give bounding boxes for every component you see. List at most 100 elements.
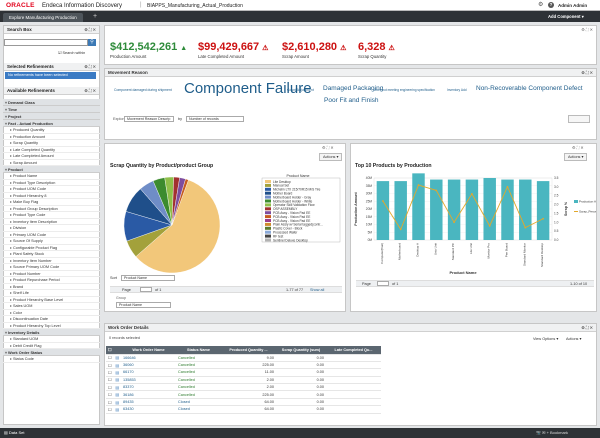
bookmark-controls[interactable]: 📷 ✉ + Bookmark: [536, 430, 569, 435]
tag-cloud-term[interactable]: Damaged Packaging: [323, 85, 384, 92]
table-row[interactable]: ☐ ▤ 83370 Cancelled 2.00 0.00: [106, 383, 381, 392]
line-point[interactable]: [435, 189, 438, 192]
refinement-item[interactable]: ▸ Source Of Supply: [3, 238, 100, 245]
metric-tile[interactable]: $412,542,261 ▲ Production Amount: [110, 41, 187, 59]
row-detail-icon[interactable]: ▤: [113, 354, 121, 362]
refinement-item[interactable]: ▸ Product Group Description: [3, 206, 100, 212]
refinement-item[interactable]: ▸ Product UOM Code: [3, 186, 100, 193]
refinement-item[interactable]: ▸ Product Name: [3, 173, 100, 180]
refinement-item[interactable]: ▸ Product Repurchase Period: [3, 277, 100, 284]
refinement-item[interactable]: ▸ Primary UOM Code: [3, 232, 100, 238]
table-row[interactable]: ☐ ▤ 36186 Cancelled 225.00 0.00: [106, 390, 381, 399]
tag-cloud-term[interactable]: Non-Recoverable Component Defect: [476, 85, 583, 92]
refinement-item[interactable]: ▸ Product Number: [3, 271, 100, 277]
refinement-item[interactable]: ▸ Production Amount: [3, 134, 100, 140]
line-point[interactable]: [524, 226, 527, 229]
sort-select[interactable]: Product Name: [121, 275, 175, 281]
metric-select[interactable]: Number of records: [186, 116, 244, 122]
refinement-item[interactable]: ▸ Division: [3, 225, 100, 232]
line-point[interactable]: [399, 228, 402, 231]
add-component-button[interactable]: Add Component ▾: [548, 14, 584, 19]
refinement-item[interactable]: ▸ Debit Credit Flag: [3, 343, 100, 349]
panel-controls[interactable]: ⚙⛶✕: [84, 88, 97, 93]
panel-controls[interactable]: ⚙⛶✕: [572, 145, 585, 150]
bar[interactable]: [376, 181, 390, 240]
row-checkbox[interactable]: ☐: [106, 354, 114, 362]
refinement-item[interactable]: ▸ Product Hierarchy Base Level: [3, 297, 100, 303]
show-all-link[interactable]: Show all: [310, 287, 325, 292]
search-within-checkbox[interactable]: ☑ Search within: [58, 51, 86, 55]
row-checkbox[interactable]: ☐: [106, 390, 114, 399]
refinement-item[interactable]: ▸ Scrap Amount: [3, 160, 100, 166]
gear-icon[interactable]: ⚙: [538, 2, 544, 8]
panel-controls[interactable]: ⚙⛶✕: [84, 64, 97, 69]
table-row[interactable]: ☐ ▤ 66170 Cancelled 11.00 0.00: [106, 368, 381, 377]
panel-controls[interactable]: ⚙⛶✕: [322, 145, 335, 150]
metric-tile[interactable]: $99,429,667 ⚠ Late Completed Amount: [198, 41, 268, 59]
pie-actions-menu[interactable]: Actions ▾: [319, 153, 343, 161]
table-row[interactable]: ☐ ▤ 166646 Cancelled 9.00 0.00: [106, 354, 381, 362]
row-detail-icon[interactable]: ▤: [113, 361, 121, 370]
refinement-item[interactable]: ▸ Sales UOM: [3, 303, 100, 310]
tab-explore-manufacturing[interactable]: Explore Manufacturing Production: [3, 13, 83, 22]
bar[interactable]: [483, 178, 496, 240]
bar[interactable]: [447, 179, 461, 240]
view-options-menu[interactable]: View Options ▾: [533, 337, 559, 341]
column-header[interactable]: Work Order Name: [121, 346, 176, 355]
bar[interactable]: [412, 173, 425, 240]
panel-controls[interactable]: ⚙⛶✕: [581, 70, 594, 75]
refinement-item[interactable]: ▸ Discontinuation Date: [3, 316, 100, 323]
refinement-item[interactable]: ▸ Produced Quantity: [3, 127, 100, 134]
row-checkbox[interactable]: ☐: [106, 361, 114, 370]
bar[interactable]: [536, 181, 550, 240]
refinement-group[interactable]: ▾ Demand Class: [3, 99, 100, 106]
refinement-item[interactable]: ▸ Plant Safety Stock: [3, 251, 100, 258]
line-point[interactable]: [382, 200, 384, 202]
row-detail-icon[interactable]: ▤: [113, 398, 121, 407]
refinement-item[interactable]: ▸ Late Completed Amount: [3, 153, 100, 160]
refinement-item[interactable]: ▸ Scrap Quantity: [3, 140, 100, 147]
bar-actions-menu[interactable]: Actions ▾: [564, 153, 588, 161]
add-tab-button[interactable]: +: [93, 13, 98, 20]
refinement-item[interactable]: ▸ Product Hierarchy Top Level: [3, 323, 100, 329]
row-detail-icon[interactable]: ▤: [113, 405, 121, 414]
row-detail-icon[interactable]: ▤: [113, 368, 121, 377]
column-header[interactable]: Produced Quantity ...: [221, 346, 276, 355]
help-icon[interactable]: ?: [548, 2, 554, 8]
bar[interactable]: [465, 179, 479, 240]
line-point[interactable]: [417, 184, 420, 186]
column-header[interactable]: Status Name: [176, 346, 221, 355]
row-checkbox[interactable]: ☐: [106, 398, 114, 407]
refinement-group[interactable]: ▾ Fact - Actual Production: [3, 120, 100, 127]
work-order-actions-menu[interactable]: Actions ▾: [566, 337, 582, 341]
panel-controls[interactable]: ⚙⛶✕: [581, 27, 594, 32]
page-input[interactable]: [140, 287, 152, 292]
header-checkbox-cell[interactable]: [113, 346, 121, 355]
line-point[interactable]: [506, 185, 509, 188]
refinement-group[interactable]: ▾ Inventory Details: [3, 329, 100, 336]
view-toggle[interactable]: [568, 115, 590, 123]
line-point[interactable]: [488, 224, 491, 227]
metric-tile[interactable]: 6,328 ⚠ Scrap Quantity: [358, 41, 395, 59]
bar[interactable]: [501, 179, 514, 240]
refinement-item[interactable]: ▸ Product Hierarchy 8: [3, 193, 100, 199]
tag-cloud-term[interactable]: Component damaged during shipment: [114, 88, 172, 92]
refinement-item[interactable]: ▸ Configurable Product Flag: [3, 245, 100, 251]
line-point[interactable]: [453, 221, 455, 224]
panel-controls[interactable]: ⚙⛶✕: [581, 325, 594, 330]
tag-cloud-term[interactable]: Count Adjustment: [287, 88, 314, 92]
line-point[interactable]: [542, 217, 544, 220]
refinement-item[interactable]: ▸ Standard UOM: [3, 336, 100, 343]
column-header[interactable]: Late Completed Qu...: [326, 346, 381, 355]
row-checkbox[interactable]: ☐: [106, 368, 114, 377]
refinement-item[interactable]: ▸ Make Buy Flag: [3, 199, 100, 206]
column-header[interactable]: Scrap Quantity (sum): [276, 346, 326, 355]
panel-controls[interactable]: ⚙⛶✕: [84, 27, 97, 32]
table-row[interactable]: ☐ ▤ 63430 Closed 64.00 0.00: [106, 405, 381, 414]
refinement-item[interactable]: ▸ Product Type Code: [3, 212, 100, 219]
bar[interactable]: [430, 179, 443, 240]
refinement-item[interactable]: ▸ Inventory Item Number: [3, 258, 100, 264]
refinement-group[interactable]: ▾ Work Order Status: [3, 349, 100, 356]
row-detail-icon[interactable]: ▤: [113, 390, 121, 399]
bar[interactable]: [519, 179, 532, 240]
